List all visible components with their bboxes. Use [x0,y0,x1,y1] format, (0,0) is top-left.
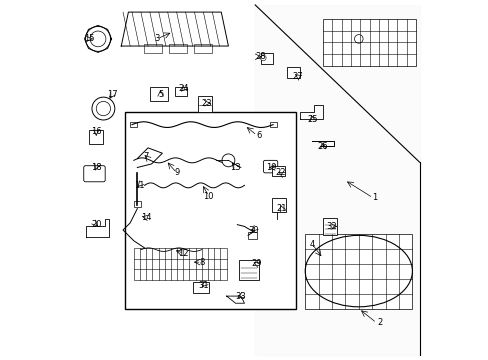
Text: 13: 13 [230,163,241,172]
Bar [175,87,187,96]
Bar [130,122,137,127]
Circle shape [92,97,115,120]
Bar [144,44,162,53]
Bar [192,282,208,293]
Polygon shape [121,12,228,46]
Text: 16: 16 [91,127,102,136]
Polygon shape [226,296,244,303]
Bar [272,166,285,176]
Bar [305,234,411,309]
Bar [272,198,285,212]
Text: 14: 14 [141,213,151,222]
Text: 18: 18 [91,163,102,172]
Circle shape [96,102,110,116]
Text: 11: 11 [134,181,144,190]
Text: 9: 9 [174,168,179,177]
Text: 7: 7 [143,152,149,161]
Text: 22: 22 [274,168,285,177]
Bar [169,44,187,53]
Circle shape [85,26,110,51]
Polygon shape [255,5,419,355]
Text: 1: 1 [371,193,377,202]
Text: 21: 21 [276,204,286,213]
Text: 15: 15 [83,35,94,44]
Text: 24: 24 [178,84,189,93]
Text: 23: 23 [201,99,212,108]
Bar [269,122,276,127]
Text: 28: 28 [255,52,265,61]
Bar [323,19,415,66]
Text: 26: 26 [317,141,328,150]
Bar [260,53,272,64]
Text: 25: 25 [306,115,317,124]
Text: 30: 30 [247,225,258,234]
Circle shape [222,154,234,167]
Text: 4: 4 [309,240,314,249]
Bar [134,248,226,280]
Text: 27: 27 [292,72,303,81]
Bar [124,112,296,309]
Text: 12: 12 [178,249,189,258]
Bar [239,260,258,280]
Circle shape [260,55,265,61]
Text: 10: 10 [203,192,214,201]
Bar [198,96,212,112]
Text: 33: 33 [235,292,246,301]
Text: 5: 5 [158,90,163,99]
FancyBboxPatch shape [83,166,105,182]
Text: 8: 8 [199,258,204,267]
Bar [323,217,337,235]
Bar [89,130,103,144]
Text: 17: 17 [107,90,118,99]
Text: 3: 3 [154,35,160,44]
FancyBboxPatch shape [263,160,277,173]
Text: 31: 31 [198,281,208,290]
Bar [247,232,257,239]
Text: 2: 2 [377,318,382,327]
Text: 6: 6 [256,131,261,140]
Bar [194,44,212,53]
Circle shape [90,31,106,47]
Bar [134,202,141,207]
Text: 32: 32 [326,222,337,231]
Text: 29: 29 [251,260,262,269]
Bar [286,67,300,78]
Bar [149,87,167,102]
Text: 19: 19 [265,163,276,172]
Polygon shape [85,219,108,237]
Text: 20: 20 [91,220,102,229]
